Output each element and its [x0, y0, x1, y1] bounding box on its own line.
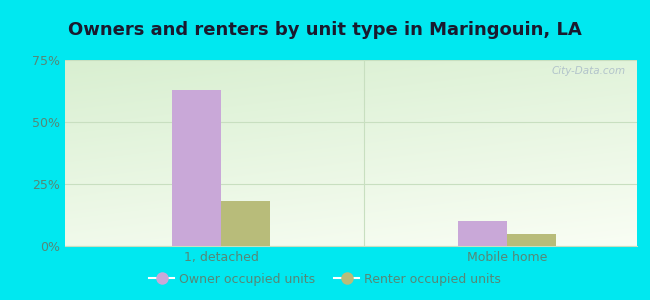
- Text: City-Data.com: City-Data.com: [551, 66, 625, 76]
- Bar: [221, 201, 270, 246]
- Legend: Owner occupied units, Renter occupied units: Owner occupied units, Renter occupied un…: [144, 268, 506, 291]
- Text: Owners and renters by unit type in Maringouin, LA: Owners and renters by unit type in Marin…: [68, 21, 582, 39]
- Bar: [172, 90, 221, 246]
- Bar: [507, 234, 556, 246]
- Bar: [458, 221, 507, 246]
